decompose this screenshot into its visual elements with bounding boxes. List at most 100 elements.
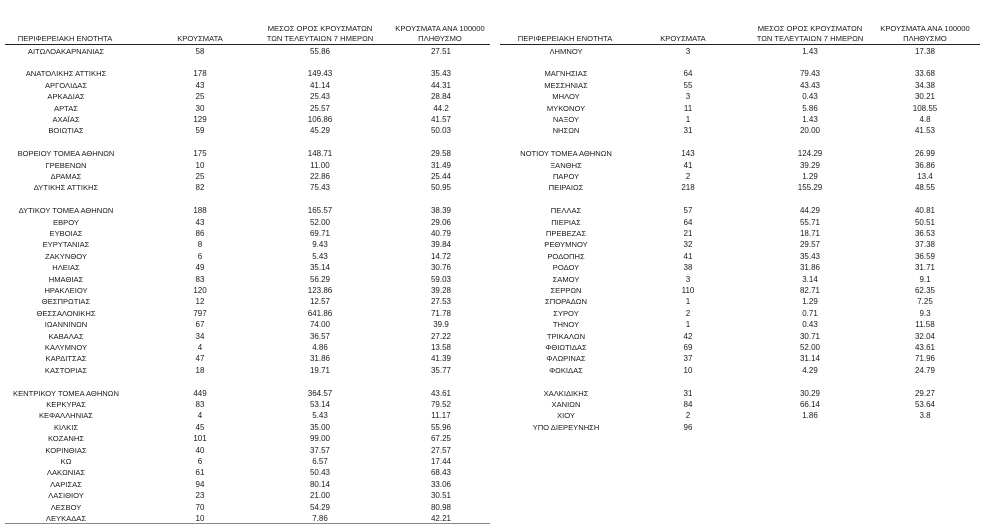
per100k-value: 33.68 (914, 69, 936, 79)
per100k-value: 35.43 (430, 69, 452, 79)
cases-value: 1 (685, 297, 691, 307)
table-row: ΜΥΚΟΝΟΥ 11 5.86 108.55 (497, 103, 987, 114)
per100k-value: 28.84 (430, 92, 452, 102)
header-cases: ΚΡΟΥΣΜΑΤΑ (177, 34, 223, 43)
avg7-value: 124.29 (797, 149, 823, 159)
cases-value: 94 (195, 479, 205, 489)
avg7-value: 5.43 (312, 411, 328, 421)
region-name: ΠΕΛΛΑΣ (550, 206, 582, 216)
region-name: ΠΙΕΡΙΑΣ (551, 217, 581, 227)
per100k-value: 36.53 (914, 228, 936, 238)
cases-value: 12 (195, 297, 205, 307)
per100k-value: 38.39 (430, 206, 452, 216)
table-row: ΡΕΘΥΜΝΟΥ 32 29.57 37.38 (497, 239, 987, 250)
table-row: ΗΛΕΙΑΣ 49 35.14 30.76 (0, 262, 495, 273)
region-name: ΝΑΞΟΥ (552, 114, 580, 124)
cases-value: 41 (683, 251, 693, 261)
region-name: ΡΕΘΥΜΝΟΥ (544, 240, 588, 250)
avg7-value: 31.86 (309, 354, 331, 364)
cases-value: 25 (195, 92, 205, 102)
table-row: ΣΠΟΡΑΔΩΝ 1 1.29 7.25 (497, 296, 987, 307)
per100k-value: 71.96 (914, 354, 936, 364)
table-row: ΧΙΟΥ 2 1.86 3.8 (497, 410, 987, 421)
cases-value: 10 (683, 365, 693, 375)
table-row: ΚΑΡΔΙΤΣΑΣ 47 31.86 41.39 (0, 353, 495, 364)
cases-value: 188 (193, 206, 207, 216)
avg7-value: 75.43 (309, 183, 331, 193)
per100k-value: 32.04 (914, 331, 936, 341)
per100k-value: 37.38 (914, 240, 936, 250)
cases-value: 18 (195, 365, 205, 375)
cases-value: 61 (195, 468, 205, 478)
table-row: ΧΑΛΚΙΔΙΚΗΣ 31 30.29 29.27 (497, 388, 987, 399)
region-name: ΔΡΑΜΑΣ (50, 171, 82, 181)
avg7-value: 80.14 (309, 479, 331, 489)
region-name: ΛΕΥΚΑΔΑΣ (45, 513, 87, 523)
per100k-value: 80.98 (430, 502, 452, 512)
table-row: ΗΜΑΘΙΑΣ 83 56.29 59.03 (0, 274, 495, 285)
table-row: ΛΑΣΙΘΙΟΥ 23 21.00 30.51 (0, 490, 495, 501)
cases-value: 21 (683, 228, 693, 238)
region-name: ΠΑΡΟΥ (552, 171, 580, 181)
cases-value: 96 (683, 422, 693, 432)
cases-value: 178 (193, 69, 207, 79)
region-name: ΗΜΑΘΙΑΣ (48, 274, 84, 284)
table-row: ΧΑΝΙΩΝ 84 66.14 53.64 (497, 399, 987, 410)
cases-value: 8 (197, 240, 203, 250)
avg7-value: 1.29 (802, 297, 818, 307)
table-row: ΡΟΔΟΥ 38 31.86 31.71 (497, 262, 987, 273)
per100k-value: 55.96 (430, 422, 452, 432)
table-row: ΣΕΡΡΩΝ 110 82.71 62.35 (497, 285, 987, 296)
cases-value: 59 (195, 126, 205, 136)
per100k-value: 50.51 (914, 217, 936, 227)
avg7-value: 6.57 (312, 456, 328, 466)
region-name: ΛΕΣΒΟΥ (50, 502, 82, 512)
cases-value: 110 (681, 285, 695, 295)
per100k-value: 30.76 (430, 263, 452, 273)
region-name: ΚΕΝΤΡΙΚΟΥ ΤΟΜΕΑ ΑΘΗΝΩΝ (13, 388, 119, 398)
per100k-value: 62.35 (914, 285, 936, 295)
table-row: ΚΟΡΙΝΘΙΑΣ 40 37.57 27.57 (0, 445, 495, 456)
per100k-value: 42.21 (430, 513, 452, 523)
avg7-value: 50.43 (309, 468, 331, 478)
region-name: ΔΥΤΙΚΗΣ ΑΤΤΙΚΗΣ (33, 183, 99, 193)
cases-value: 42 (683, 331, 693, 341)
region-name: ΑΧΑΪΑΣ (52, 114, 80, 124)
cases-value: 64 (683, 69, 693, 79)
avg7-value: 7.86 (312, 513, 328, 523)
avg7-value: 37.57 (309, 445, 331, 455)
avg7-value: 66.14 (799, 399, 821, 409)
avg7-value: 35.14 (309, 263, 331, 273)
cases-value: 58 (195, 46, 205, 56)
region-name: ΖΑΚΥΝΘΟΥ (45, 251, 87, 261)
avg7-value: 82.71 (799, 285, 821, 295)
table-row: ΦΛΩΡΙΝΑΣ 37 31.14 71.96 (497, 353, 987, 364)
header-per100k-line2: ΠΛΗΘΥΣΜΟ (418, 34, 462, 43)
per100k-value: 31.49 (430, 160, 452, 170)
per100k-value: 24.79 (914, 365, 936, 375)
cases-value: 31 (683, 126, 693, 136)
region-name: ΠΕΙΡΑΙΩΣ (548, 183, 584, 193)
avg7-value: 25.43 (309, 92, 331, 102)
cases-value: 2 (685, 411, 691, 421)
avg7-value: 29.57 (799, 240, 821, 250)
region-name: ΚΙΛΚΙΣ (53, 422, 79, 432)
region-name: ΒΟΡΕΙΟΥ ΤΟΜΕΑ ΑΘΗΝΩΝ (17, 149, 115, 159)
cases-value: 82 (195, 183, 205, 193)
header-region: ΠΕΡΙΦΕΡΕΙΑΚΗ ΕΝΟΤΗΤΑ (517, 34, 613, 43)
cases-value: 218 (681, 183, 695, 193)
region-name: ΛΑΣΙΘΙΟΥ (48, 491, 84, 501)
avg7-value: 5.43 (312, 251, 328, 261)
cases-value: 41 (683, 160, 693, 170)
avg7-value: 1.86 (802, 411, 818, 421)
region-name: ΛΗΜΝΟΥ (549, 46, 583, 56)
per100k-value: 9.1 (919, 274, 931, 284)
table-row: ΙΩΑΝΝΙΝΩΝ 67 74.00 39.9 (0, 319, 495, 330)
region-name: ΙΩΑΝΝΙΝΩΝ (44, 320, 88, 330)
region-name: ΗΛΕΙΑΣ (52, 263, 80, 273)
region-name: ΚΕΡΚΥΡΑΣ (46, 399, 86, 409)
table-row: ΛΕΥΚΑΔΑΣ 10 7.86 42.21 (0, 513, 495, 524)
region-name: ΚΑΡΔΙΤΣΑΣ (45, 354, 87, 364)
table-row: ΣΥΡΟΥ 2 0.71 9.3 (497, 308, 987, 319)
cases-value: 38 (683, 263, 693, 273)
